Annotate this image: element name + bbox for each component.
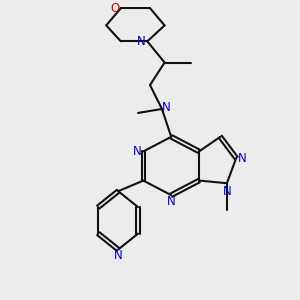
Text: O: O [110,2,120,15]
Text: N: N [133,145,142,158]
Text: N: N [238,152,246,164]
Text: N: N [167,195,176,208]
Text: N: N [223,185,231,198]
Text: N: N [114,249,122,262]
Text: N: N [162,101,171,114]
Text: N: N [137,35,146,48]
